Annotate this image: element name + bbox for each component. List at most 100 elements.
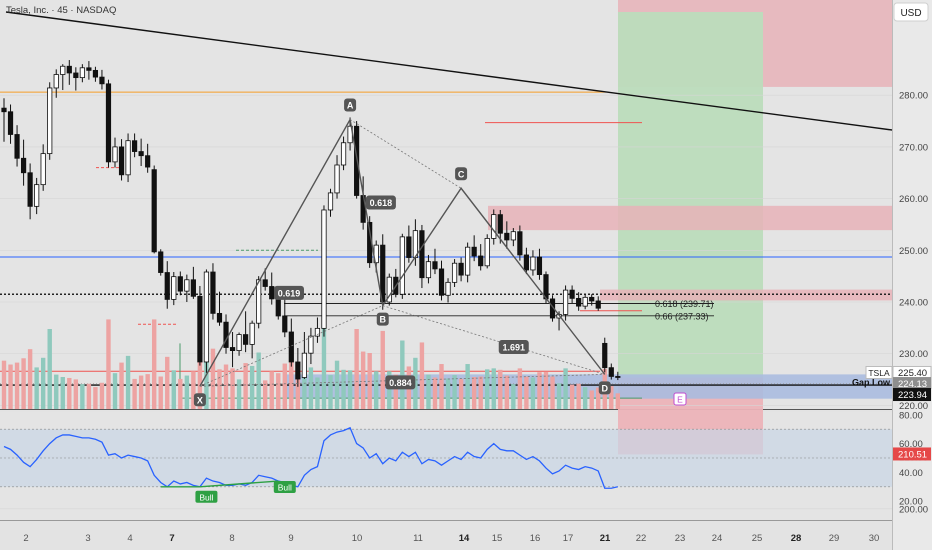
pattern-point-a: A	[344, 98, 357, 112]
candle	[99, 69, 105, 90]
volume-bar	[230, 368, 235, 409]
time-tick-label: 29	[829, 533, 840, 544]
candle-body	[151, 169, 157, 253]
candle	[458, 257, 464, 282]
volume-bar	[289, 356, 294, 409]
rsi-tick-label: 40.00	[899, 468, 923, 479]
volume-bar	[282, 363, 287, 409]
volume-bar	[106, 319, 111, 409]
volume-bar	[21, 358, 26, 409]
candle-body	[34, 184, 40, 207]
candle	[125, 133, 131, 183]
pattern-point-x: X	[193, 393, 206, 407]
candle-body	[184, 279, 190, 292]
volume-bar	[419, 342, 425, 409]
price-tag-bg	[893, 388, 931, 402]
volume-bar	[524, 376, 529, 409]
candle-body	[53, 74, 59, 89]
candle-body	[14, 134, 20, 159]
candle	[295, 348, 301, 387]
candle	[491, 209, 497, 245]
candle-body	[301, 352, 307, 378]
candle-body	[576, 297, 582, 307]
candle-body	[275, 298, 281, 317]
candle-body	[73, 72, 79, 79]
candle-body	[308, 335, 314, 354]
candle	[406, 225, 412, 263]
volume-bar	[93, 387, 98, 409]
candle	[138, 138, 144, 167]
volume-bar	[54, 374, 59, 409]
volume-bar	[210, 348, 216, 409]
volume-bar	[347, 370, 353, 409]
candle-body	[340, 142, 347, 166]
volume-bar	[86, 383, 92, 409]
candle	[197, 285, 203, 366]
time-tick-label: 24	[712, 533, 723, 544]
volume-bar	[543, 371, 549, 409]
candle-body	[7, 111, 14, 135]
volume-bar	[223, 364, 229, 409]
harmonic-ratio-line	[382, 305, 605, 375]
time-tick-label: 10	[352, 533, 363, 544]
volume-bar	[485, 369, 490, 409]
volume-bar	[249, 365, 255, 409]
volume-bar	[263, 380, 268, 409]
candle-body	[105, 83, 112, 163]
candle-body	[497, 214, 503, 234]
volume-bar	[550, 376, 555, 409]
target-zone	[618, 12, 763, 378]
candle	[34, 177, 40, 215]
volume-bar	[40, 357, 46, 409]
time-tick-label: 23	[675, 533, 686, 544]
candle	[27, 163, 33, 220]
candle	[7, 104, 14, 144]
volume-bar	[184, 375, 190, 409]
candle-body	[229, 347, 236, 351]
candle-body	[425, 261, 432, 279]
volume-bar	[556, 383, 562, 409]
harmonic-ratio-line	[199, 373, 605, 387]
candle-body	[47, 87, 53, 155]
volume-bar	[491, 368, 496, 409]
candle-body	[138, 151, 144, 157]
candle-body	[458, 262, 464, 276]
candle	[164, 261, 170, 309]
volume-bar	[341, 369, 346, 409]
candle	[151, 165, 157, 254]
candle-body	[177, 276, 183, 292]
rsi-tick-label: 60.00	[899, 439, 923, 450]
candle-body	[145, 155, 151, 168]
candle	[47, 82, 53, 160]
currency-button[interactable]: USD	[893, 2, 929, 22]
volume-bar	[354, 329, 359, 409]
volume-bar	[413, 357, 418, 409]
candle	[399, 233, 405, 299]
pattern-point-badge	[193, 393, 206, 407]
candle	[112, 137, 118, 168]
volume-bar	[589, 390, 594, 409]
candle-body	[66, 65, 72, 74]
candle-body	[321, 209, 327, 329]
volume-bar	[256, 352, 261, 409]
candle-body	[158, 251, 164, 273]
candle-body	[589, 296, 595, 302]
pattern-point-badge	[344, 98, 357, 112]
earnings-event-marker[interactable]: E	[673, 392, 687, 406]
candle	[569, 285, 575, 304]
rsi-tick-label: 20.00	[899, 497, 923, 508]
candle	[301, 331, 307, 380]
candle	[308, 327, 314, 365]
volume-bar	[14, 362, 20, 409]
volume-bar	[191, 371, 196, 409]
candle-body	[491, 214, 497, 239]
candle-body	[269, 286, 275, 300]
candle	[478, 244, 484, 271]
pattern-point-label: X	[197, 395, 203, 405]
volume-bar	[360, 351, 366, 409]
volume-bar	[138, 375, 144, 409]
candle	[465, 242, 471, 283]
volume-bar	[315, 377, 320, 409]
